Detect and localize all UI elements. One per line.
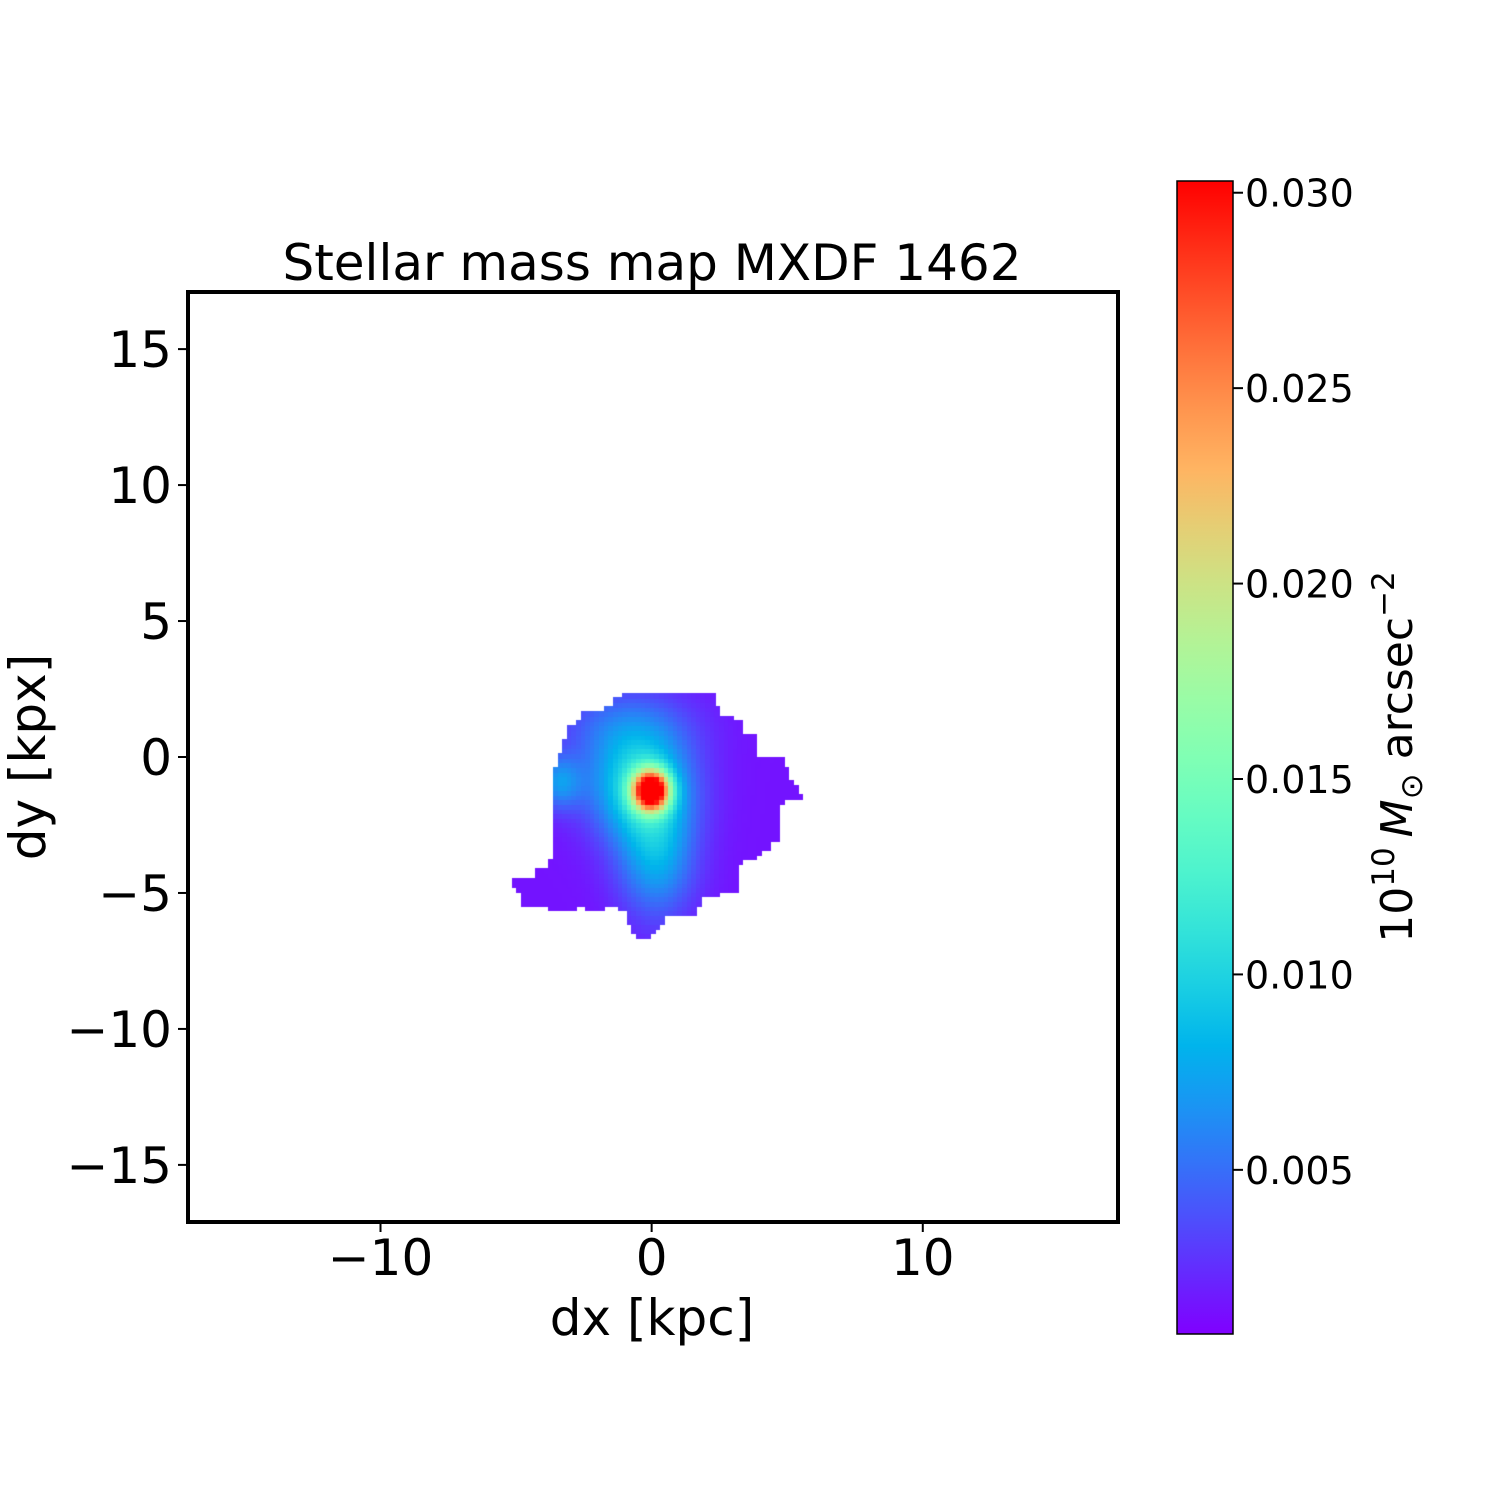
y-tick-label: 0 <box>140 729 172 787</box>
x-tick-label: 0 <box>636 1229 668 1287</box>
y-tick-label: 10 <box>108 457 172 515</box>
y-tick-label: 5 <box>140 593 172 651</box>
colorbar-tick-label: 0.020 <box>1245 563 1354 607</box>
colorbar <box>1176 180 1234 1335</box>
heatmap-image <box>188 292 1118 1222</box>
colorbar-tick-label: 0.025 <box>1245 367 1354 411</box>
colorbar-tick-label: 0.005 <box>1245 1149 1354 1193</box>
x-tick-label: 10 <box>891 1229 955 1287</box>
y-tick-label: −15 <box>66 1137 172 1195</box>
y-tick-label: 15 <box>108 321 172 379</box>
plot-frame <box>186 290 1120 1224</box>
colorbar-tick-label: 0.015 <box>1245 758 1354 802</box>
y-tick-label: −5 <box>98 865 172 923</box>
colorbar-tick-label: 0.010 <box>1245 953 1354 997</box>
chart-title: Stellar mass map MXDF 1462 <box>282 234 1021 292</box>
colorbar-tick-label: 0.030 <box>1245 172 1354 216</box>
colorbar-label: 1010M⊙ arcsec−2 <box>1366 571 1430 943</box>
x-tick-label: −10 <box>328 1229 434 1287</box>
y-tick-label: −10 <box>66 1001 172 1059</box>
x-axis-label: dx [kpc] <box>550 1289 754 1347</box>
y-axis-label: dy [kpx] <box>0 654 57 861</box>
